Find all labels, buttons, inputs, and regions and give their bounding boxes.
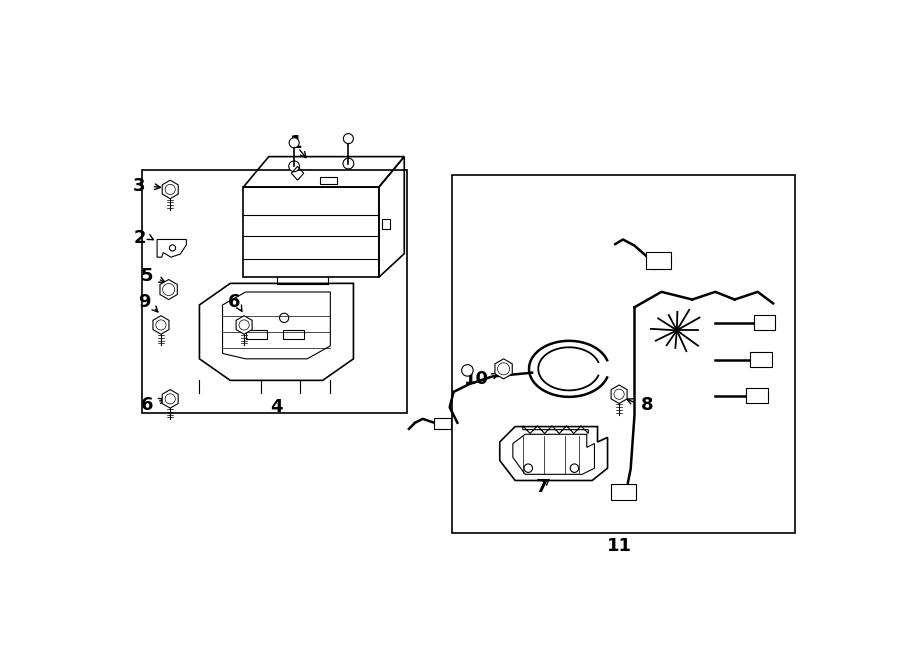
Circle shape [462,365,473,376]
Bar [435,418,451,429]
Bar [320,176,337,184]
Bar [452,175,795,533]
Bar [141,170,408,412]
Bar [246,330,267,340]
Text: 1: 1 [290,134,302,152]
Polygon shape [162,389,178,408]
Bar [750,352,771,368]
Text: 10: 10 [464,370,490,388]
Bar [754,315,776,330]
Text: 11: 11 [607,537,632,555]
Polygon shape [513,434,595,475]
Text: 2: 2 [133,229,146,247]
Polygon shape [236,316,252,334]
Text: 9: 9 [138,293,150,311]
Bar [646,252,670,269]
Text: 8: 8 [642,396,654,414]
Text: 5: 5 [140,268,153,286]
Bar [382,219,390,229]
Bar [283,330,304,340]
Circle shape [343,158,354,169]
Polygon shape [500,426,608,481]
Text: 7: 7 [536,478,548,496]
Text: 4: 4 [270,399,283,416]
Bar [611,485,636,500]
Polygon shape [162,180,178,199]
Text: 3: 3 [133,177,146,196]
Polygon shape [495,359,512,379]
Text: 6: 6 [140,396,153,414]
Circle shape [289,137,299,148]
Polygon shape [611,385,627,403]
Circle shape [289,161,300,172]
Text: 6: 6 [228,293,240,311]
Polygon shape [160,280,177,299]
Polygon shape [153,316,169,334]
Circle shape [344,134,354,143]
Bar [746,388,768,403]
